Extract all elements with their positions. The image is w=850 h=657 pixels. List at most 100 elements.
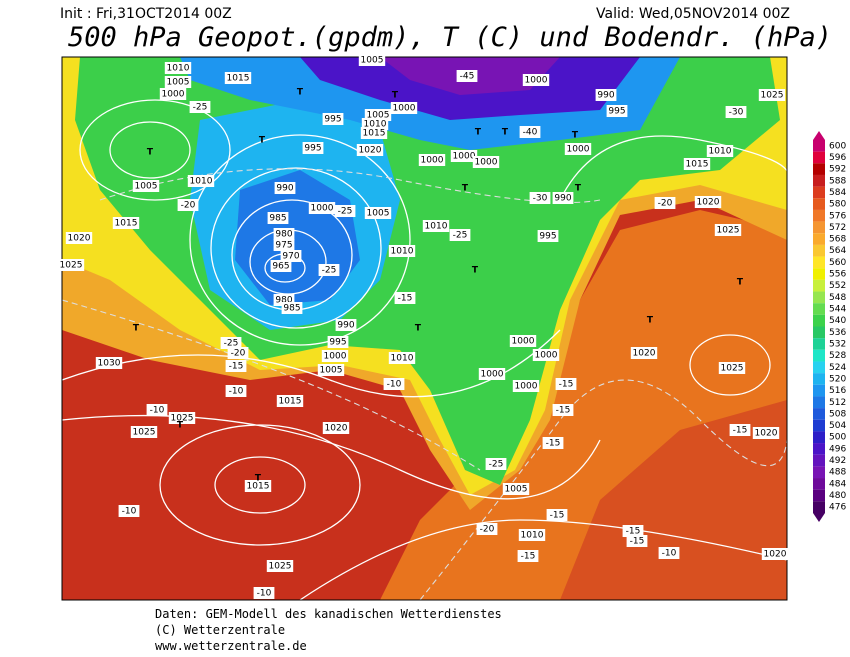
isoline-label: -15	[559, 380, 574, 390]
label-box	[146, 404, 168, 416]
isoline-label: -25	[322, 266, 337, 276]
low-marker: T	[147, 148, 154, 158]
isoline-label: 970	[282, 252, 299, 262]
isoline-label: -15	[733, 426, 748, 436]
label-box	[220, 337, 242, 349]
label-box	[564, 143, 592, 155]
low-marker: T	[472, 266, 479, 276]
label-box	[456, 70, 478, 82]
isoline-label: -10	[662, 549, 677, 559]
label-box	[450, 150, 478, 162]
isoline-label: 1025	[60, 261, 83, 271]
label-box	[187, 175, 215, 187]
low-marker: T	[255, 474, 262, 484]
label-box	[472, 156, 500, 168]
isoline-label: -20	[181, 201, 196, 211]
isoline-label: 1015	[279, 397, 302, 407]
isoline-label: 1000	[421, 156, 444, 166]
label-box	[364, 207, 392, 219]
isoline-label: -10	[229, 387, 244, 397]
init-time: Init : Fri,31OCT2014 00Z	[60, 6, 232, 22]
isoline-label: -45	[460, 72, 475, 82]
isoline-label: 1020	[755, 429, 778, 439]
isoline-label: 1020	[359, 146, 382, 156]
low-marker: T	[462, 184, 469, 194]
isoline-label: 1010	[190, 177, 213, 187]
isoline-label: 985	[269, 214, 286, 224]
label-box	[327, 336, 349, 348]
label-box	[244, 480, 272, 492]
isoline-label: 1020	[697, 198, 720, 208]
isoline-label: -15	[229, 362, 244, 372]
scale-label: 480	[829, 491, 846, 501]
label-box	[276, 395, 304, 407]
isoline-label: 1000	[324, 352, 347, 362]
label-box	[335, 319, 357, 331]
isoline-label: 1010	[425, 222, 448, 232]
label-box	[164, 76, 192, 88]
label-box	[512, 380, 540, 392]
label-box	[394, 292, 416, 304]
scale-label: 492	[829, 456, 846, 466]
label-box	[694, 196, 722, 208]
isoline-label: -25	[453, 231, 468, 241]
isoline-label: 1000	[567, 145, 590, 155]
scale-cell	[813, 338, 825, 350]
isoline-label: -25	[224, 339, 239, 349]
label-box	[358, 54, 386, 66]
scale-label: 600	[829, 141, 846, 151]
scale-cell	[813, 244, 825, 257]
label-box	[57, 259, 85, 271]
scale-cell	[813, 140, 825, 152]
scale-label: 524	[829, 363, 846, 373]
scale-cell	[813, 431, 825, 444]
isoline-label: 1025	[133, 428, 156, 438]
scale-label: 496	[829, 444, 846, 454]
label-box	[388, 245, 416, 257]
scale-arrow-bottom	[813, 513, 825, 522]
scale-cell	[813, 174, 825, 187]
isoline-label: 1020	[68, 234, 91, 244]
isoline-label: 1000	[311, 204, 334, 214]
isoline-label: -10	[122, 507, 137, 517]
scale-label: 476	[829, 503, 846, 513]
isoline-label: -15	[546, 439, 561, 449]
isoline-label: -15	[550, 511, 565, 521]
isoline-label: 1010	[167, 64, 190, 74]
isoline-label: -20	[231, 349, 246, 359]
map-frame	[61, 56, 788, 601]
label-box	[518, 529, 546, 541]
scale-label: 548	[829, 293, 846, 303]
low-marker: T	[259, 136, 266, 146]
isoline-label: 990	[337, 321, 354, 331]
scale-cell	[813, 209, 825, 222]
scale-arrow-top	[813, 131, 825, 140]
isoline-label: 995	[608, 107, 625, 117]
label-box	[555, 378, 577, 390]
isoline-label: 980	[275, 296, 292, 306]
label-box	[65, 232, 93, 244]
isoline-label: 1005	[367, 209, 390, 219]
scale-label: 484	[829, 479, 846, 489]
scale-cell	[813, 314, 825, 327]
scale-label: 532	[829, 339, 846, 349]
label-box	[273, 239, 295, 251]
isoline-label: -15	[556, 406, 571, 416]
low-marker: T	[737, 278, 744, 288]
isoline-label: 1020	[633, 349, 656, 359]
label-box	[622, 525, 644, 537]
low-marker: T	[475, 128, 482, 138]
label-box	[529, 192, 551, 204]
scale-cell	[813, 466, 825, 479]
isoline-label: 1015	[686, 160, 709, 170]
label-box	[118, 505, 140, 517]
label-box	[225, 385, 247, 397]
label-box	[502, 483, 530, 495]
scale-cell	[813, 198, 825, 210]
label-box	[758, 89, 786, 101]
isoline-label: 965	[272, 262, 289, 272]
label-box	[274, 182, 296, 194]
label-box	[714, 224, 742, 236]
label-box	[177, 199, 199, 211]
